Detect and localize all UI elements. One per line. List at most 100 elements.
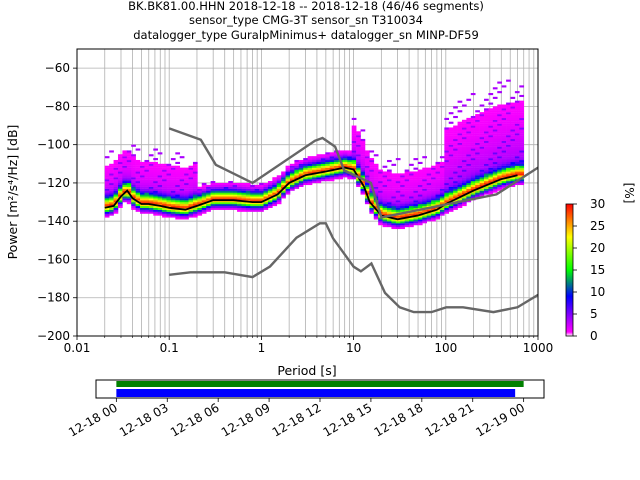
colorbar-tick-label: 30 [590, 197, 605, 211]
heatmap-cell [197, 213, 203, 216]
heatmap-cell [417, 219, 423, 222]
heatmap-cell [285, 192, 291, 195]
heatmap-cell [373, 190, 379, 193]
heatmap-cell [435, 217, 441, 220]
heatmap-cell [475, 150, 480, 153]
heatmap-cell [426, 169, 432, 172]
heatmap-cell [492, 165, 498, 168]
heatmap-cell [378, 173, 383, 176]
heatmap-cell [250, 202, 255, 205]
heatmap-cell [360, 148, 366, 151]
heatmap-cell [426, 182, 432, 186]
heatmap-cell [135, 205, 141, 209]
heatmap-cell [439, 186, 445, 189]
heatmap-cell [506, 154, 511, 157]
heatmap-cell [170, 198, 176, 201]
heatmap-cell [514, 165, 520, 168]
heatmap-cell [506, 129, 511, 132]
heatmap-cell [510, 123, 516, 126]
heatmap-cell [179, 205, 185, 209]
heatmap-cell [391, 226, 397, 230]
heatmap-cell [373, 186, 379, 189]
heatmap-cell [488, 129, 494, 132]
heatmap-cell [320, 169, 326, 172]
heatmap-cell [329, 177, 335, 180]
heatmap-cell [360, 152, 366, 155]
heatmap-cell [126, 184, 132, 187]
heatmap-cell [157, 181, 163, 184]
heatmap-cell [140, 175, 145, 178]
heatmap-cell [157, 196, 163, 199]
heatmap-cell [356, 167, 361, 170]
heatmap-cell [117, 163, 123, 166]
heatmap-cell [435, 200, 441, 203]
heatmap-cell [479, 148, 485, 151]
heatmap-cell [140, 203, 145, 207]
heatmap-cell [466, 146, 472, 149]
heatmap-cell [126, 194, 132, 197]
heatmap-cell [497, 161, 502, 164]
heatmap-cell [466, 159, 472, 163]
y-tick-label: −100 [37, 138, 70, 152]
heatmap-cell [391, 219, 397, 222]
heatmap-cell [475, 123, 480, 126]
heatmap-cell [320, 161, 326, 164]
heatmap-cell [206, 190, 211, 193]
heatmap-cell [431, 190, 436, 193]
heatmap-cell [417, 196, 423, 199]
heatmap-cell [444, 200, 450, 203]
heatmap-cell [497, 171, 502, 174]
heatmap-cell [294, 167, 300, 170]
heatmap-cell [237, 196, 242, 199]
heatmap-cell [316, 181, 322, 184]
heatmap-cell [334, 161, 339, 164]
heatmap-cell [245, 196, 251, 199]
heatmap-cell [157, 190, 163, 193]
heatmap-cell [488, 140, 494, 143]
heatmap-cell [409, 163, 414, 166]
colorbar-tick-label: 15 [590, 263, 605, 277]
heatmap-cell [259, 186, 264, 189]
heatmap-cell [488, 150, 494, 153]
heatmap-cell [215, 203, 220, 207]
heatmap-cell [492, 161, 498, 164]
heatmap-cell [395, 207, 401, 210]
heatmap-cell [510, 115, 516, 119]
heatmap-cell [267, 203, 273, 207]
heatmap-cell [117, 165, 123, 168]
heatmap-cell [272, 179, 278, 182]
heatmap-cell [162, 196, 167, 199]
heatmap-cell [506, 179, 511, 182]
heatmap-cell [510, 144, 516, 147]
heatmap-cell [435, 194, 441, 197]
heatmap-cell [387, 196, 392, 199]
heatmap-cell [475, 125, 480, 128]
heatmap-cell [347, 159, 353, 163]
heatmap-cell [373, 167, 379, 170]
heatmap-cell [479, 192, 485, 195]
heatmap-cell [197, 186, 203, 189]
heatmap-cell [126, 186, 132, 189]
heatmap-cell [131, 205, 136, 209]
heatmap-cell [126, 173, 132, 176]
heatmap-cell [157, 205, 163, 209]
heatmap-cell [162, 200, 167, 203]
heatmap-cell [360, 154, 366, 157]
heatmap-cell [184, 215, 189, 218]
heatmap-cell [510, 108, 516, 111]
heatmap-cell [320, 154, 326, 157]
heatmap-cell [329, 175, 335, 178]
heatmap-cell [457, 203, 463, 207]
heatmap-cell [510, 125, 516, 128]
heatmap-cell [135, 163, 141, 166]
heatmap-cell [272, 196, 278, 199]
heatmap-cell [369, 205, 375, 209]
heatmap-cell [387, 223, 392, 226]
heatmap-cell [157, 186, 163, 189]
heatmap-cell [184, 217, 189, 220]
heatmap-cell [382, 188, 388, 191]
heatmap-cell [484, 114, 489, 117]
heatmap-cell [356, 161, 361, 164]
heatmap-cell [157, 163, 163, 166]
heatmap-cell [144, 173, 150, 176]
